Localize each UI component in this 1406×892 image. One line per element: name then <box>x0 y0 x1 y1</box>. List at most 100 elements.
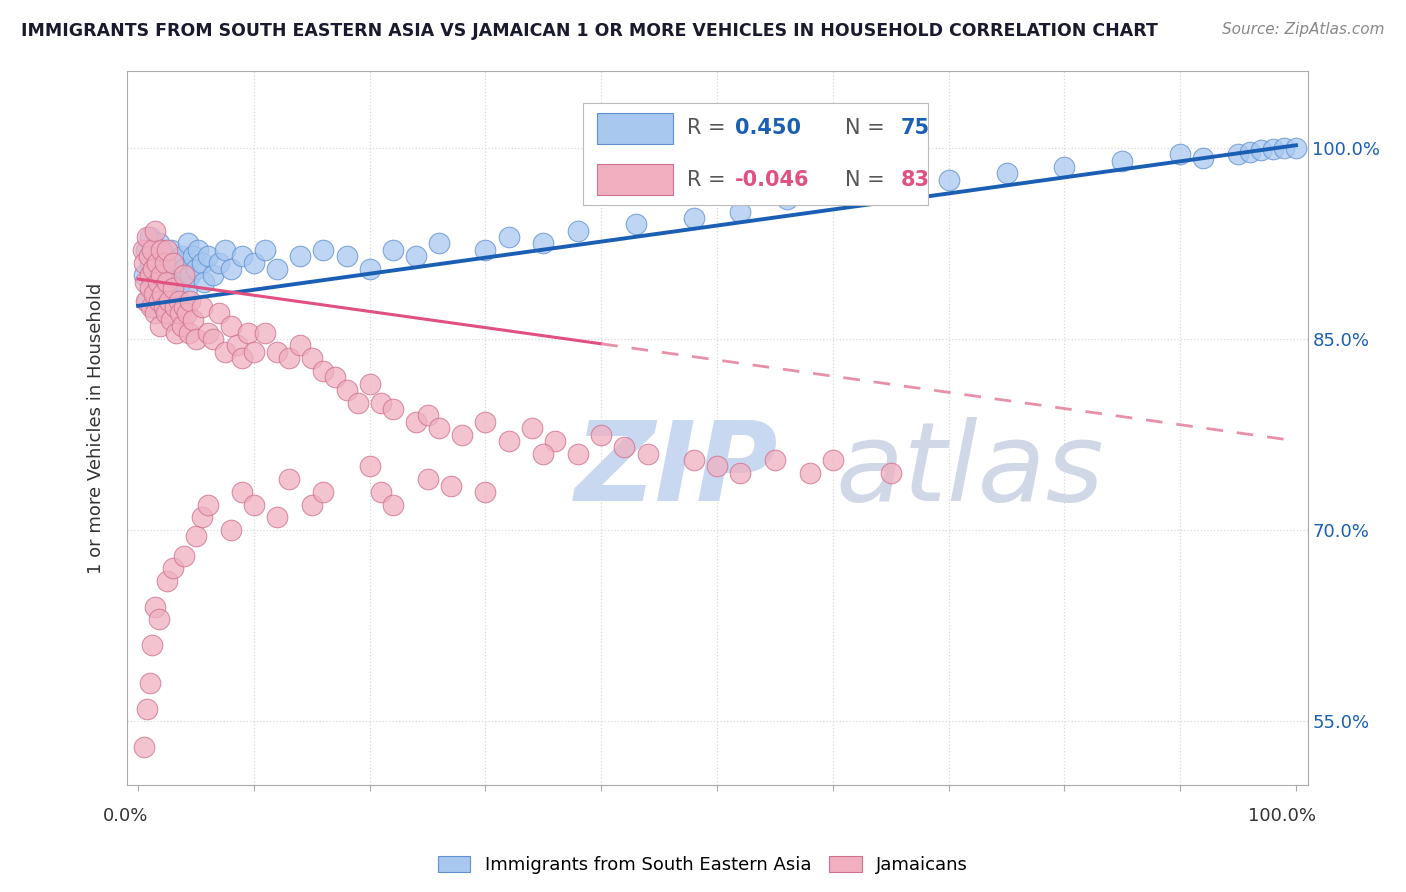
Point <box>243 255 266 269</box>
Point <box>219 523 242 537</box>
Point <box>208 255 231 269</box>
Point <box>347 395 370 409</box>
Text: N =: N = <box>845 169 891 189</box>
Point <box>277 472 299 486</box>
Point <box>381 243 404 257</box>
Point <box>179 268 201 283</box>
Y-axis label: 1 or more Vehicles in Household: 1 or more Vehicles in Household <box>87 283 105 574</box>
Point <box>567 447 589 461</box>
Point <box>173 268 195 283</box>
Point <box>405 249 427 263</box>
Point <box>155 306 177 320</box>
Point <box>162 281 184 295</box>
Point <box>637 447 659 461</box>
Point <box>172 249 194 263</box>
Point <box>208 306 231 320</box>
Point <box>1053 160 1076 174</box>
Point <box>169 306 191 320</box>
Point <box>821 453 844 467</box>
Point <box>202 268 225 283</box>
Point <box>219 261 242 276</box>
Point <box>290 338 312 352</box>
Text: 100.0%: 100.0% <box>1249 807 1316 825</box>
Point <box>775 192 797 206</box>
Point <box>187 243 209 257</box>
Point <box>880 466 903 480</box>
Point <box>498 230 520 244</box>
Point <box>880 179 903 194</box>
Point <box>150 268 173 283</box>
Point <box>173 549 195 563</box>
Point <box>197 249 219 263</box>
Point <box>266 510 288 524</box>
Point <box>139 300 162 314</box>
Bar <box>598 164 673 194</box>
Point <box>214 243 236 257</box>
Point <box>156 249 179 263</box>
Text: 83: 83 <box>900 169 929 189</box>
Point <box>197 326 219 340</box>
Point <box>312 243 335 257</box>
Text: R =: R = <box>688 169 733 189</box>
Point <box>142 261 165 276</box>
Point <box>156 243 179 257</box>
Point <box>197 498 219 512</box>
Point <box>243 344 266 359</box>
Point <box>167 255 190 269</box>
Point <box>146 281 169 295</box>
Point <box>132 739 155 754</box>
Point <box>156 574 179 588</box>
Point <box>162 255 184 269</box>
Point <box>191 255 214 269</box>
Point <box>138 268 160 283</box>
Point <box>359 459 381 474</box>
Text: -0.046: -0.046 <box>735 169 810 189</box>
Point <box>202 332 225 346</box>
Point <box>236 326 259 340</box>
Point <box>135 293 157 308</box>
Point <box>191 300 214 314</box>
Point <box>995 166 1018 180</box>
Point <box>301 498 323 512</box>
Point <box>416 409 439 423</box>
Point <box>184 332 207 346</box>
Point <box>138 230 160 244</box>
Point <box>157 261 180 276</box>
Point <box>165 300 187 314</box>
Point <box>134 275 156 289</box>
Point <box>145 306 167 320</box>
Point <box>591 427 613 442</box>
Point <box>159 243 181 257</box>
Point <box>1227 147 1250 161</box>
Point <box>132 243 155 257</box>
Point <box>177 236 200 251</box>
Point <box>1285 141 1308 155</box>
Point <box>301 351 323 365</box>
Point <box>145 224 167 238</box>
Point <box>567 224 589 238</box>
Point <box>149 287 172 301</box>
Point <box>159 313 181 327</box>
Point <box>143 287 166 301</box>
Point <box>153 255 176 269</box>
Point <box>323 370 346 384</box>
Point <box>165 287 187 301</box>
Point <box>254 243 277 257</box>
Point <box>132 268 155 283</box>
Point <box>1261 142 1284 156</box>
Point <box>156 275 179 289</box>
Point <box>370 484 392 499</box>
Point <box>193 275 215 289</box>
Point <box>706 459 728 474</box>
Point <box>162 561 184 575</box>
Point <box>145 249 167 263</box>
Point <box>156 293 179 308</box>
Point <box>150 243 173 257</box>
Point <box>474 243 496 257</box>
Text: ZIP: ZIP <box>575 417 779 524</box>
Point <box>136 230 159 244</box>
Point <box>172 319 194 334</box>
Point <box>1250 144 1272 158</box>
Point <box>359 261 381 276</box>
Point <box>231 249 253 263</box>
